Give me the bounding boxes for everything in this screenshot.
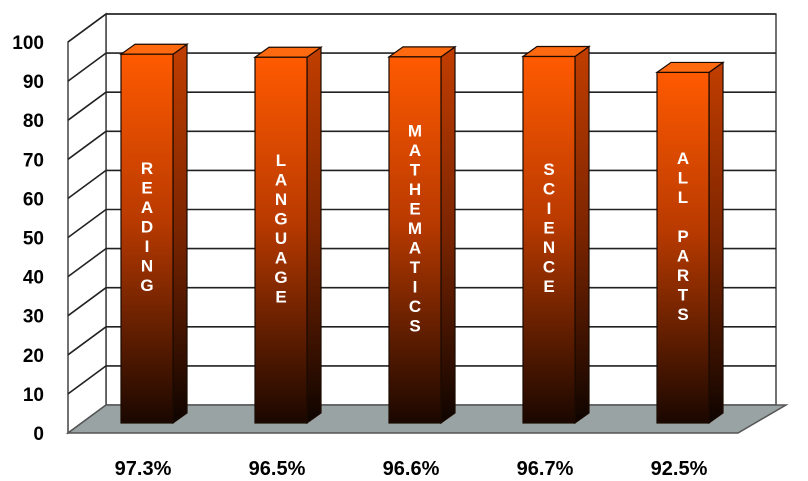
bar-side	[172, 43, 188, 425]
bar-front	[388, 56, 442, 424]
gridline-side	[67, 365, 107, 395]
y-tick-label: 80	[23, 111, 44, 132]
value-label: 97.3%	[115, 458, 172, 480]
gridline-side	[67, 130, 107, 160]
bar-front	[522, 55, 576, 424]
gridline-side	[67, 169, 107, 200]
bar-side	[574, 45, 590, 425]
bar-front	[656, 71, 710, 424]
y-tick-label: 70	[23, 150, 44, 171]
value-label: 96.7%	[517, 458, 574, 480]
bar-side	[306, 46, 322, 425]
y-axis-ticks: 0 10 20 30 40 50 60 70 80 90 100	[12, 33, 44, 445]
gridline-side	[67, 326, 107, 356]
y-tick-label: 40	[23, 268, 44, 289]
bar-front	[120, 53, 174, 424]
bar-side	[440, 45, 456, 425]
y-tick-label: 10	[23, 385, 44, 406]
y-tick-label: 60	[23, 189, 44, 210]
gridline-side	[67, 208, 107, 239]
bar-front	[254, 56, 308, 424]
value-label: 96.5%	[249, 458, 306, 480]
value-label: 96.6%	[383, 458, 440, 480]
y-tick-label: 0	[33, 424, 44, 445]
y-tick-label: 20	[23, 346, 44, 367]
y-tick-label: 100	[12, 33, 44, 54]
y-tick-label: 50	[23, 229, 44, 250]
gridline-side	[67, 52, 107, 82]
bar-side	[708, 61, 724, 425]
gridline-side	[67, 247, 107, 278]
gridline-side	[67, 91, 107, 121]
gridline-side	[67, 287, 107, 317]
y-tick-label: 30	[23, 307, 44, 328]
y-tick-label: 90	[23, 72, 44, 93]
value-label: 92.5%	[651, 458, 708, 480]
gridline-side	[67, 13, 107, 43]
value-labels: 97.3% 96.5% 96.6% 96.7% 92.5%	[115, 458, 708, 480]
